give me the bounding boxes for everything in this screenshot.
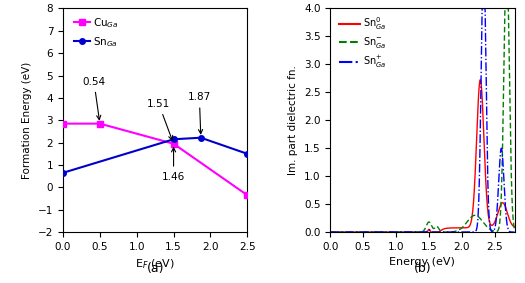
Text: (a): (a) (146, 262, 164, 275)
Text: (b): (b) (414, 262, 431, 275)
Text: 0.54: 0.54 (82, 77, 106, 120)
Text: 1.46: 1.46 (162, 148, 185, 182)
Legend: Cu$_{Ga}$, Sn$_{Ga}$: Cu$_{Ga}$, Sn$_{Ga}$ (72, 14, 120, 51)
Y-axis label: Im. part dielectric fn.: Im. part dielectric fn. (288, 65, 298, 175)
Text: 1.51: 1.51 (147, 99, 173, 140)
Legend: Sn$_{Ga}^{0}$, Sn$_{Ga}^{-}$, Sn$_{Ga}^{+}$: Sn$_{Ga}^{0}$, Sn$_{Ga}^{-}$, Sn$_{Ga}^{… (337, 13, 388, 72)
X-axis label: Energy (eV): Energy (eV) (390, 257, 455, 267)
Y-axis label: Formation Energy (eV): Formation Energy (eV) (23, 62, 33, 179)
Text: 1.87: 1.87 (188, 92, 211, 134)
X-axis label: E$_F$ (eV): E$_F$ (eV) (135, 257, 175, 271)
